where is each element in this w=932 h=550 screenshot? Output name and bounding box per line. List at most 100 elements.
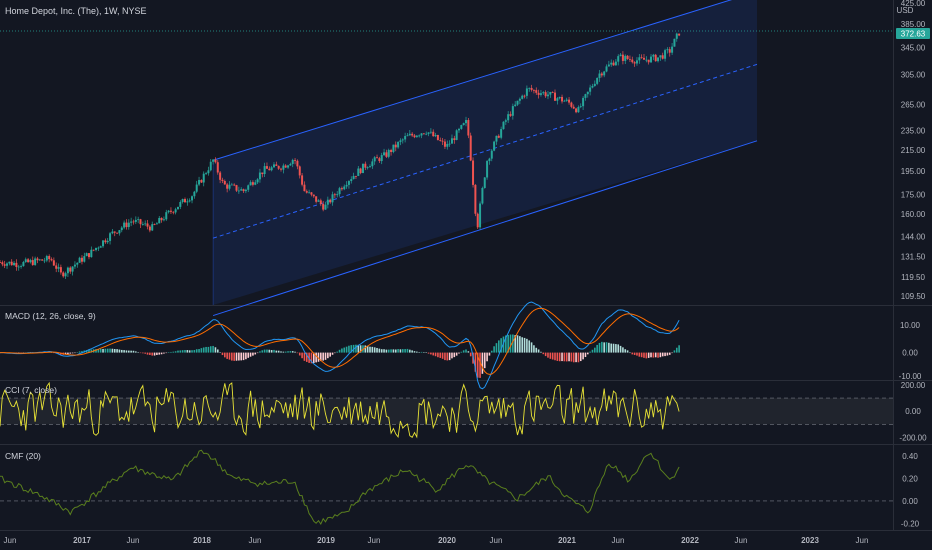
macd-histogram-bar — [654, 352, 657, 358]
macd-histogram-bar — [455, 352, 458, 356]
time-axis-label: Jun — [249, 536, 262, 545]
price-candle — [565, 97, 568, 102]
price-candle — [427, 132, 430, 137]
price-candle — [596, 77, 599, 86]
macd-histogram-bar — [163, 352, 165, 354]
price-candle — [638, 54, 641, 64]
price-candle — [186, 198, 189, 206]
macd-histogram-bar — [294, 351, 296, 353]
macd-histogram-bar — [673, 350, 676, 353]
price-candle — [650, 54, 653, 64]
price-candle — [95, 247, 98, 252]
macd-histogram-bar — [273, 349, 275, 353]
macd-histogram-bar — [505, 335, 507, 353]
price-candle — [99, 245, 102, 248]
price-candle — [525, 85, 528, 99]
price-candle — [666, 47, 669, 54]
price-candle — [305, 189, 308, 194]
price-candle — [324, 201, 327, 210]
price-candle — [36, 256, 39, 264]
price-candle — [294, 157, 297, 165]
macd-histogram-bar — [425, 352, 428, 353]
price-candle — [497, 134, 500, 139]
macd-histogram-bar — [629, 352, 631, 354]
time-axis-label: 2017 — [73, 536, 91, 545]
macd-histogram-bar — [219, 352, 221, 353]
price-candle — [146, 220, 149, 230]
cmf-line — [0, 449, 680, 526]
price-candle — [530, 84, 533, 92]
macd-histogram-bar — [401, 349, 404, 353]
cmf-axis-tick: -0.20 — [901, 519, 920, 528]
price-candle — [511, 103, 514, 120]
price-candle — [364, 161, 367, 171]
price-candle — [568, 97, 571, 105]
macd-histogram-bar — [212, 345, 214, 353]
price-candle — [514, 101, 517, 107]
macd-histogram-bar — [509, 334, 512, 353]
macd-histogram-bar — [448, 352, 451, 361]
price-candle — [62, 271, 65, 278]
price-candle — [195, 180, 198, 194]
macd-histogram-bar — [104, 348, 107, 353]
price-candle — [256, 178, 259, 185]
price-candle — [287, 164, 290, 169]
price-candle — [479, 201, 482, 230]
price-candle — [116, 232, 119, 235]
price-candle — [258, 168, 261, 183]
macd-histogram-bar — [441, 352, 444, 359]
price-candle — [78, 256, 81, 263]
macd-histogram-bar — [301, 352, 303, 359]
macd-histogram-bar — [390, 349, 392, 353]
macd-panel[interactable] — [0, 301, 680, 390]
price-candle — [43, 257, 46, 264]
channel-lower-line[interactable] — [212, 140, 758, 317]
price-candle — [563, 99, 566, 102]
macd-histogram-bar — [142, 352, 144, 354]
macd-histogram-bar — [542, 352, 545, 355]
price-candle — [59, 264, 62, 275]
price-axis-tick: 345.00 — [901, 44, 926, 53]
price-candle — [610, 59, 613, 67]
macd-histogram-bar — [519, 336, 521, 353]
price-candle — [518, 97, 521, 105]
price-panel[interactable] — [0, 0, 893, 317]
price-candle — [326, 196, 329, 209]
price-candle — [645, 56, 648, 63]
price-candle — [383, 148, 386, 156]
price-candle — [111, 229, 114, 235]
last-price-value: 372.63 — [901, 30, 926, 39]
price-candle — [52, 257, 55, 266]
cci-axis-tick: -200.00 — [899, 433, 927, 442]
price-candle — [296, 159, 299, 170]
macd-histogram-bar — [409, 349, 411, 353]
price-candle — [441, 138, 444, 145]
price-candle — [399, 138, 402, 146]
price-candle — [476, 212, 479, 230]
macd-histogram-bar — [200, 348, 203, 353]
price-candle — [162, 216, 165, 222]
price-candle — [20, 264, 23, 269]
price-candle — [577, 105, 580, 113]
price-candle — [97, 246, 100, 252]
price-candle — [376, 154, 379, 159]
macd-histogram-bar — [312, 352, 315, 364]
cci-axis-tick: 0.00 — [905, 407, 921, 416]
price-candle — [413, 134, 416, 139]
price-candle — [668, 46, 671, 57]
price-candle — [561, 94, 564, 104]
cci-panel[interactable] — [0, 381, 893, 439]
price-candle — [500, 126, 503, 140]
macd-histogram-bar — [500, 338, 502, 353]
price-candle — [261, 172, 264, 178]
price-candle — [123, 220, 126, 230]
cmf-panel[interactable] — [0, 449, 893, 526]
price-candle — [216, 160, 219, 175]
macd-histogram-bar — [209, 346, 212, 353]
channel-upper-line[interactable] — [212, 0, 757, 161]
macd-histogram-bar — [165, 352, 168, 354]
price-candle — [366, 166, 369, 170]
price-candle — [532, 89, 535, 94]
price-candle — [184, 197, 187, 203]
